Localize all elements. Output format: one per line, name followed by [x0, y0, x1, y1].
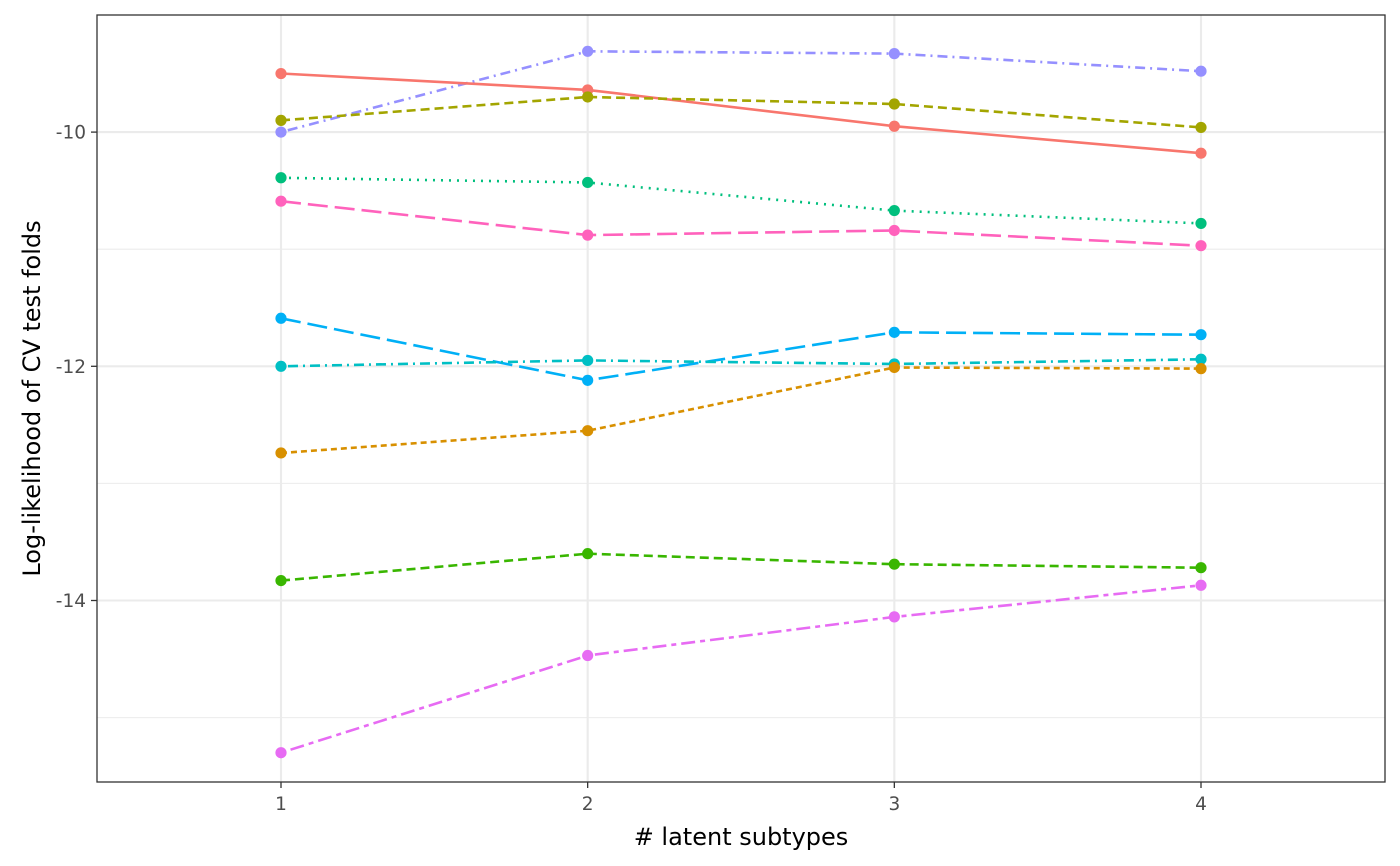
- data-point: [582, 425, 594, 437]
- data-point: [275, 114, 287, 126]
- data-point: [582, 45, 594, 57]
- data-point: [582, 374, 594, 386]
- data-point: [888, 48, 900, 60]
- data-point: [582, 548, 594, 560]
- axis-ticks: 1 2 3 4 -10 -12 -14: [56, 123, 1207, 815]
- x-axis-title: # latent subtypes: [634, 823, 849, 851]
- data-point: [1195, 353, 1207, 365]
- data-point: [275, 574, 287, 587]
- data-point: [275, 172, 287, 184]
- series-line-2: [280, 72, 1202, 155]
- series-line-4: [280, 176, 1202, 225]
- data-point: [275, 747, 287, 759]
- data-point: [888, 611, 900, 623]
- data-point: [275, 67, 287, 80]
- data-point: [1195, 562, 1207, 574]
- y-tick-label: -12: [56, 357, 86, 378]
- x-tick-label: 1: [275, 794, 287, 815]
- data-point: [1195, 363, 1207, 375]
- data-point: [888, 558, 900, 570]
- data-point: [888, 98, 900, 110]
- data-point: [275, 126, 287, 138]
- y-tick-label: -10: [56, 123, 86, 144]
- series-line-1: [280, 49, 1202, 134]
- series-line-3: [280, 95, 1202, 129]
- data-point: [1195, 579, 1207, 591]
- data-point: [888, 120, 900, 132]
- data-point: [1195, 121, 1207, 134]
- data-point: [888, 361, 900, 374]
- data-point: [582, 354, 594, 367]
- data-point: [1195, 329, 1207, 341]
- series-line-6: [280, 317, 1202, 382]
- y-tick-label: -14: [56, 591, 86, 612]
- data-point: [1195, 147, 1207, 159]
- data-points: [275, 45, 1207, 759]
- y-axis-title: Log-likelihood of CV test folds: [18, 220, 46, 576]
- data-point: [1195, 217, 1207, 230]
- x-tick-label: 3: [888, 794, 900, 815]
- series-line-8: [280, 366, 1202, 455]
- data-point: [275, 447, 287, 459]
- data-point: [1195, 240, 1207, 252]
- data-point: [582, 229, 594, 241]
- data-point: [888, 224, 900, 237]
- series-lines: [280, 49, 1202, 754]
- data-point: [888, 204, 900, 217]
- data-point: [582, 91, 594, 103]
- data-point: [275, 312, 287, 324]
- x-tick-label: 2: [582, 794, 594, 815]
- series-line-5: [280, 199, 1202, 247]
- data-point: [1195, 65, 1207, 77]
- series-line-10: [280, 584, 1202, 754]
- data-point: [888, 326, 900, 338]
- plot-panel-border: [96, 14, 1386, 783]
- x-tick-label: 4: [1195, 794, 1207, 815]
- data-point: [582, 649, 594, 662]
- data-point: [275, 195, 287, 207]
- data-point: [275, 360, 287, 372]
- data-point: [582, 176, 594, 189]
- series-line-9: [280, 552, 1202, 582]
